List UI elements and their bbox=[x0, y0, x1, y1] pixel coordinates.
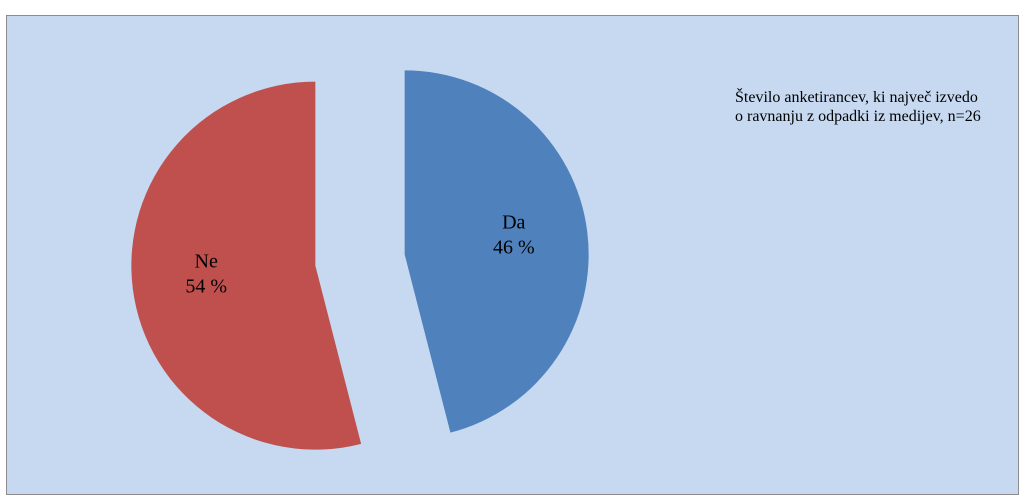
pie-slice-da bbox=[404, 70, 589, 433]
pie-slice-ne bbox=[131, 81, 362, 450]
data-label-value-ne: 54 % bbox=[185, 275, 227, 297]
data-label-category-ne: Ne bbox=[195, 250, 218, 272]
chart-title: Število anketirancev, ki največ izvedo o… bbox=[735, 89, 981, 125]
data-label-category-da: Da bbox=[502, 212, 525, 234]
pie-data-labels: Da 46 % Ne 54 % bbox=[185, 212, 534, 298]
data-label-value-da: 46 % bbox=[493, 237, 535, 259]
pie-slices bbox=[131, 70, 589, 450]
